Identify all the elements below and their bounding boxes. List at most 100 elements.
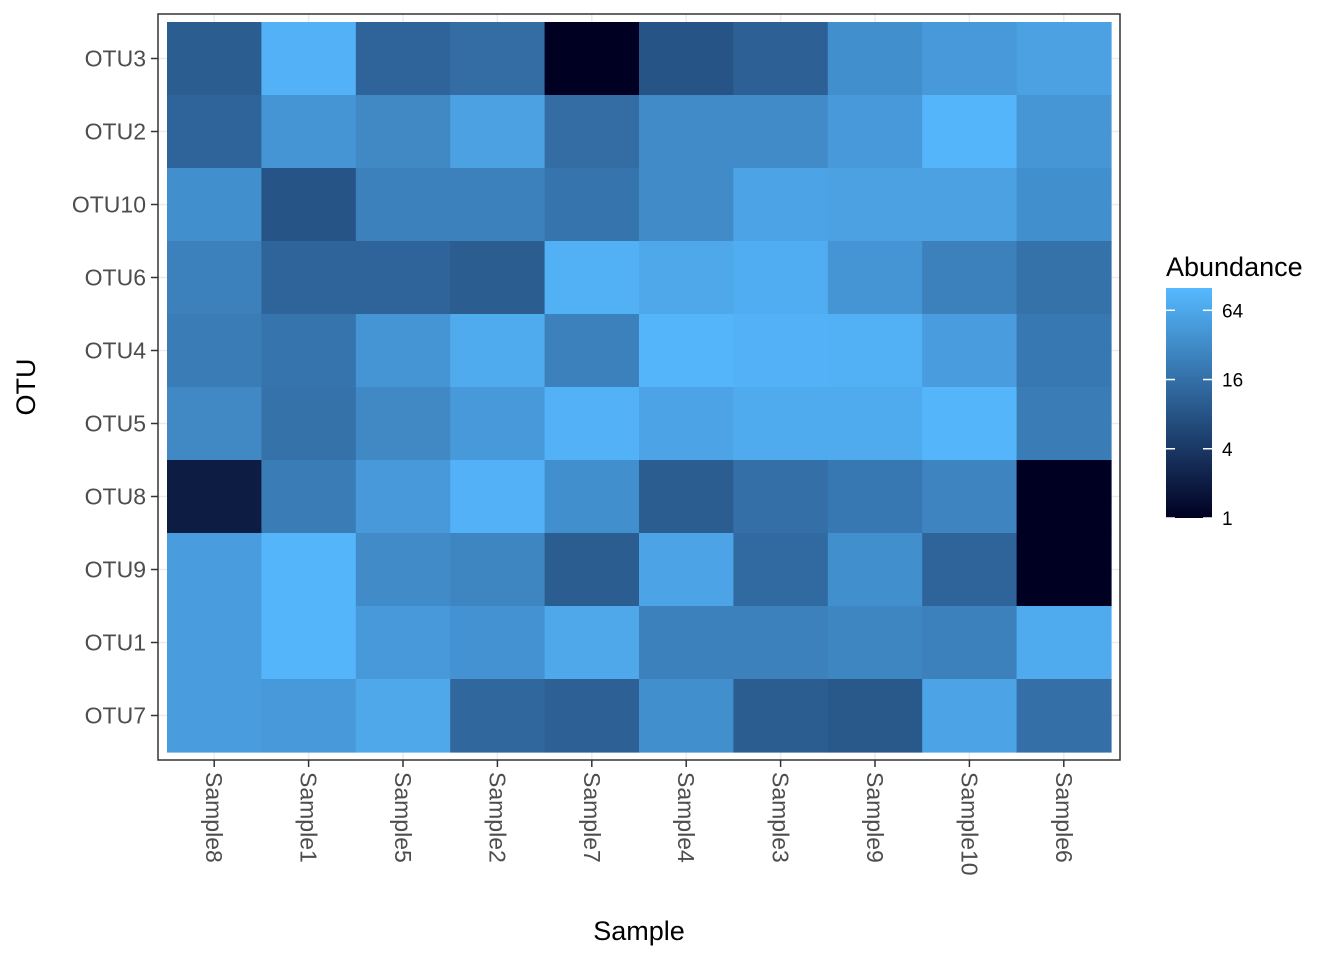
- heatmap-cell-otu6-sample8: [167, 241, 262, 315]
- x-tick-label: Sample3: [768, 772, 794, 863]
- heatmap-cell-otu10-sample1: [261, 168, 357, 242]
- heatmap-cell-otu2-sample1: [261, 95, 357, 169]
- heatmap-cell-otu2-sample5: [355, 95, 451, 169]
- heatmap-cell-otu1-sample2: [450, 606, 546, 680]
- heatmap-cell-otu10-sample6: [1016, 168, 1112, 242]
- heatmap-cell-otu8-sample9: [827, 460, 923, 534]
- heatmap-cell-otu4-sample8: [167, 314, 262, 388]
- heatmap-cell-otu10-sample3: [733, 168, 829, 242]
- heatmap-cell-otu8-sample3: [733, 460, 829, 534]
- heatmap-cell-otu6-sample9: [827, 241, 923, 315]
- x-tick-label: Sample1: [296, 772, 322, 863]
- heatmap-cell-otu3-sample2: [450, 22, 546, 96]
- heatmap-cell-otu7-sample4: [639, 679, 734, 753]
- heatmap-cell-otu8-sample1: [261, 460, 357, 534]
- heatmap-cells: [167, 22, 1112, 753]
- legend-colorbar: [1166, 288, 1212, 518]
- heatmap-cell-otu5-sample7: [544, 387, 640, 461]
- y-tick-label: OTU7: [85, 703, 146, 729]
- legend-ticks: 64 16 4 1: [1166, 301, 1244, 530]
- heatmap-cell-otu5-sample5: [355, 387, 451, 461]
- heatmap-cell-otu6-sample3: [733, 241, 829, 315]
- heatmap-cell-otu7-sample5: [355, 679, 451, 753]
- heatmap-cell-otu3-sample3: [733, 22, 829, 96]
- y-axis-title: OTU: [11, 359, 41, 416]
- y-axis: OTU3 OTU2 OTU10 OTU6 OTU4 OTU5 OTU8 OTU9 OTU1 OTU…: [72, 46, 158, 729]
- panel-border: [157, 13, 1121, 761]
- heatmap-cell-otu5-sample3: [733, 387, 829, 461]
- y-tick-label: OTU6: [85, 265, 146, 291]
- heatmap-cell-otu3-sample5: [355, 22, 451, 96]
- heatmap-cell-otu4-sample4: [639, 314, 734, 388]
- heatmap-cell-otu3-sample9: [827, 22, 923, 96]
- x-tick-label: Sample10: [956, 772, 982, 876]
- heatmap-cell-otu2-sample4: [639, 95, 734, 169]
- legend-tick-label: 1: [1222, 509, 1233, 530]
- heatmap-cell-otu3-sample8: [167, 22, 262, 96]
- heatmap-cell-otu8-sample8: [167, 460, 262, 534]
- x-tick-label: Sample9: [862, 772, 888, 863]
- heatmap-cell-otu6-sample10: [922, 241, 1018, 315]
- y-tick-label: OTU4: [85, 338, 147, 364]
- heatmap-cell-otu9-sample2: [450, 533, 546, 607]
- y-tick-label: OTU9: [85, 557, 146, 583]
- heatmap-cell-otu1-sample6: [1016, 606, 1112, 680]
- heatmap-cell-otu2-sample6: [1016, 95, 1112, 169]
- heatmap-cell-otu4-sample7: [544, 314, 640, 388]
- heatmap-cell-otu3-sample7: [544, 22, 640, 96]
- heatmap-cell-otu2-sample8: [167, 95, 262, 169]
- heatmap-cell-otu6-sample7: [544, 241, 640, 315]
- heatmap-cell-otu5-sample8: [167, 387, 262, 461]
- legend-tick-label: 4: [1222, 440, 1233, 461]
- heatmap-cell-otu4-sample3: [733, 314, 829, 388]
- x-tick-label: Sample7: [579, 772, 605, 863]
- heatmap-cell-otu3-sample10: [922, 22, 1018, 96]
- x-axis-title: Sample: [593, 916, 685, 946]
- legend: Abundance 64 16 4 1: [1166, 252, 1303, 530]
- heatmap-cell-otu5-sample9: [827, 387, 923, 461]
- heatmap-cell-otu9-sample9: [827, 533, 923, 607]
- heatmap-cell-otu9-sample5: [355, 533, 451, 607]
- heatmap-cell-otu4-sample2: [450, 314, 546, 388]
- y-tick-label: OTU5: [85, 411, 146, 437]
- heatmap-cell-otu1-sample10: [922, 606, 1018, 680]
- y-tick-label: OTU2: [85, 119, 146, 145]
- heatmap-cell-otu7-sample2: [450, 679, 546, 753]
- heatmap-cell-otu9-sample1: [261, 533, 357, 607]
- y-tick-label: OTU1: [85, 630, 146, 656]
- heatmap-cell-otu2-sample7: [544, 95, 640, 169]
- heatmap-cell-otu7-sample8: [167, 679, 262, 753]
- heatmap-cell-otu7-sample7: [544, 679, 640, 753]
- heatmap-cell-otu2-sample9: [827, 95, 923, 169]
- heatmap-cell-otu7-sample6: [1016, 679, 1112, 753]
- heatmap-cell-otu7-sample9: [827, 679, 923, 753]
- x-axis: Sample8 Sample1 Sample5 Sample2 Sample7 Sampl…: [201, 760, 1077, 876]
- heatmap-cell-otu9-sample4: [639, 533, 734, 607]
- heatmap-cell-otu7-sample10: [922, 679, 1018, 753]
- heatmap-cell-otu8-sample6: [1016, 460, 1112, 534]
- heatmap-cell-otu9-sample7: [544, 533, 640, 607]
- heatmap-cell-otu4-sample6: [1016, 314, 1112, 388]
- heatmap-cell-otu6-sample1: [261, 241, 357, 315]
- heatmap-cell-otu1-sample5: [355, 606, 451, 680]
- x-tick-label: Sample6: [1051, 772, 1077, 863]
- heatmap-cell-otu10-sample5: [355, 168, 451, 242]
- heatmap-cell-otu3-sample4: [639, 22, 734, 96]
- legend-title: Abundance: [1166, 252, 1303, 282]
- heatmap-cell-otu1-sample3: [733, 606, 829, 680]
- heatmap-cell-otu4-sample9: [827, 314, 923, 388]
- heatmap-cell-otu8-sample2: [450, 460, 546, 534]
- heatmap-cell-otu1-sample9: [827, 606, 923, 680]
- heatmap-cell-otu1-sample4: [639, 606, 734, 680]
- heatmap-cell-otu4-sample10: [922, 314, 1018, 388]
- heatmap-cell-otu3-sample6: [1016, 22, 1112, 96]
- x-tick-label: Sample4: [673, 772, 699, 863]
- heatmap-cell-otu10-sample10: [922, 168, 1018, 242]
- heatmap-cell-otu7-sample3: [733, 679, 829, 753]
- heatmap-cell-otu9-sample8: [167, 533, 262, 607]
- x-tick-label: Sample5: [390, 772, 416, 863]
- heatmap-cell-otu5-sample6: [1016, 387, 1112, 461]
- legend-tick-label: 16: [1222, 371, 1243, 392]
